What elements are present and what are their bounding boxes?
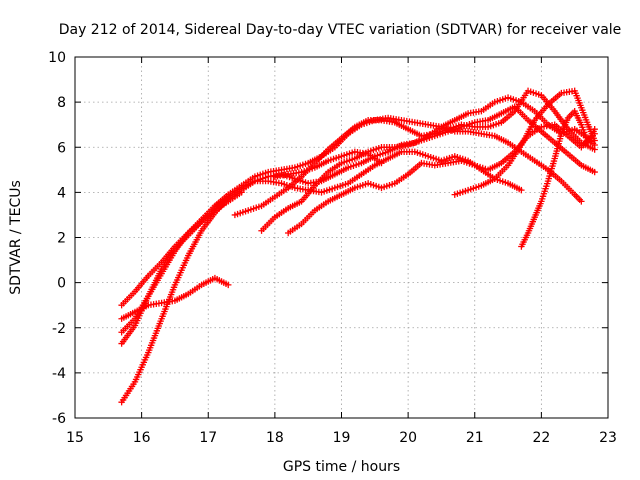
y-tick-label: 6: [57, 140, 66, 156]
data-point: [378, 159, 385, 167]
ticks: 15 16 17 18 19 20 21 22 23 -6 -4 -2 0 2 4 6 8 10: [48, 50, 617, 446]
y-axis-label: SDTVAR / TECUs: [8, 180, 24, 295]
y-tick-label: 4: [57, 185, 66, 201]
chart-title: Day 212 of 2014, Sidereal Day-to-day VTE…: [59, 22, 622, 38]
x-tick-label: 18: [266, 430, 284, 446]
y-tick-label: -4: [52, 366, 66, 382]
x-tick-label: 22: [532, 430, 550, 446]
data-point: [518, 186, 525, 194]
y-tick-label: -6: [52, 411, 66, 427]
x-tick-label: 17: [199, 430, 217, 446]
data-point: [591, 137, 598, 144]
y-tick-label: 0: [57, 276, 66, 292]
series-layer: [118, 87, 598, 406]
x-tick-label: 16: [133, 430, 151, 446]
data-point: [591, 168, 598, 176]
data-point: [591, 146, 598, 153]
y-tick-label: -2: [52, 321, 66, 337]
x-tick-label: 19: [333, 430, 351, 446]
data-point: [238, 189, 245, 196]
y-tick-label: 8: [57, 95, 66, 111]
x-tick-label: 21: [466, 430, 484, 446]
y-tick-label: 2: [57, 231, 66, 247]
series-track-4: [118, 274, 232, 322]
data-point: [225, 281, 232, 289]
y-tick-label: 10: [48, 50, 66, 66]
series-track-11: [518, 107, 598, 250]
x-tick-label: 23: [599, 430, 617, 446]
data-point: [578, 198, 585, 205]
x-tick-label: 15: [66, 430, 84, 446]
data-point: [591, 126, 598, 133]
x-tick-label: 20: [399, 430, 417, 446]
series-track-10: [451, 87, 598, 198]
x-axis-label: GPS time / hours: [283, 459, 400, 475]
series-track-5: [118, 189, 245, 347]
series-track-8: [285, 121, 598, 237]
series-track-9: [271, 148, 385, 180]
